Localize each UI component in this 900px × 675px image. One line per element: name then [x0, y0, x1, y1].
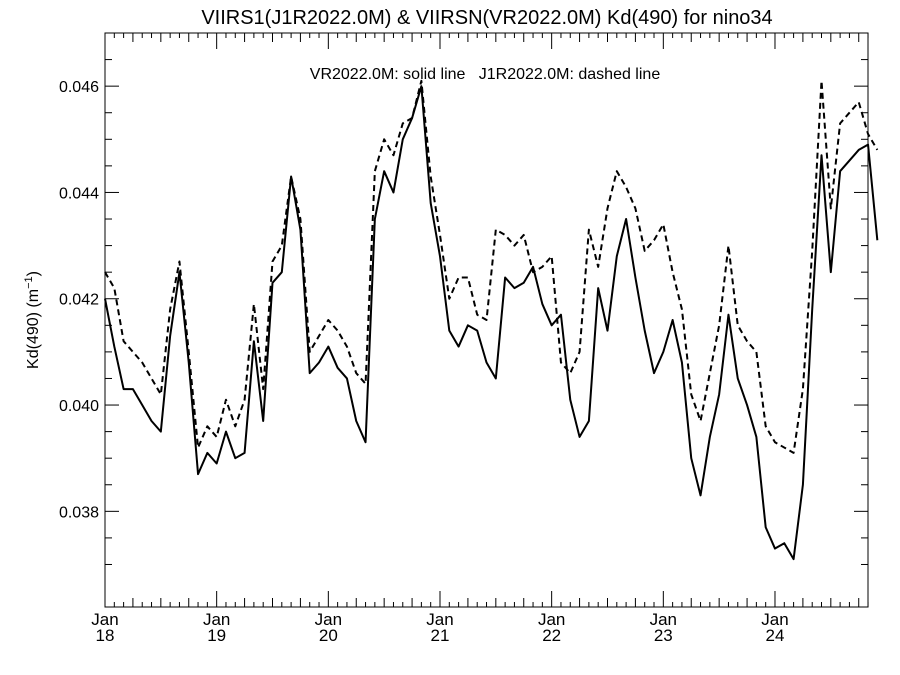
- x-tick-label-month: Jan: [538, 610, 565, 629]
- x-tick-label-month: Jan: [761, 610, 788, 629]
- x-tick-label-year: 21: [431, 626, 450, 645]
- x-tick-label-month: Jan: [203, 610, 230, 629]
- x-tick-label-month: Jan: [315, 610, 342, 629]
- x-tick-label-year: 18: [96, 626, 115, 645]
- y-axis-label: Kd(490) (m−1): [23, 271, 42, 369]
- y-tick-label: 0.038: [59, 504, 99, 521]
- x-tick-label-month: Jan: [426, 610, 453, 629]
- x-tick-label-year: 22: [542, 626, 561, 645]
- y-axis-label-superscript: −1: [23, 276, 35, 289]
- x-tick-label-year: 23: [654, 626, 673, 645]
- x-tick-label-year: 19: [207, 626, 226, 645]
- y-tick-label: 0.040: [59, 398, 99, 415]
- dashed-series-line: [104, 79, 879, 454]
- y-tick-label: 0.044: [59, 185, 99, 202]
- x-tick-label-month: Jan: [650, 610, 677, 629]
- y-tick-label: 0.046: [59, 79, 99, 96]
- y-tick-label: 0.042: [59, 292, 99, 309]
- x-tick-label-month: Jan: [91, 610, 118, 629]
- x-tick-label-year: 24: [766, 626, 785, 645]
- series-layer: [104, 79, 879, 561]
- y-axis: 0.038 0.040 0.042 0.044 0.046: [59, 59, 868, 565]
- chart-title: VIIRS1(J1R2022.0M) & VIIRSN(VR2022.0M) K…: [201, 7, 772, 29]
- solid-series-line: [104, 85, 879, 561]
- x-tick-label-year: 20: [319, 626, 338, 645]
- series-annotation: VR2022.0M: solid line J1R2022.0M: dashed…: [310, 66, 661, 83]
